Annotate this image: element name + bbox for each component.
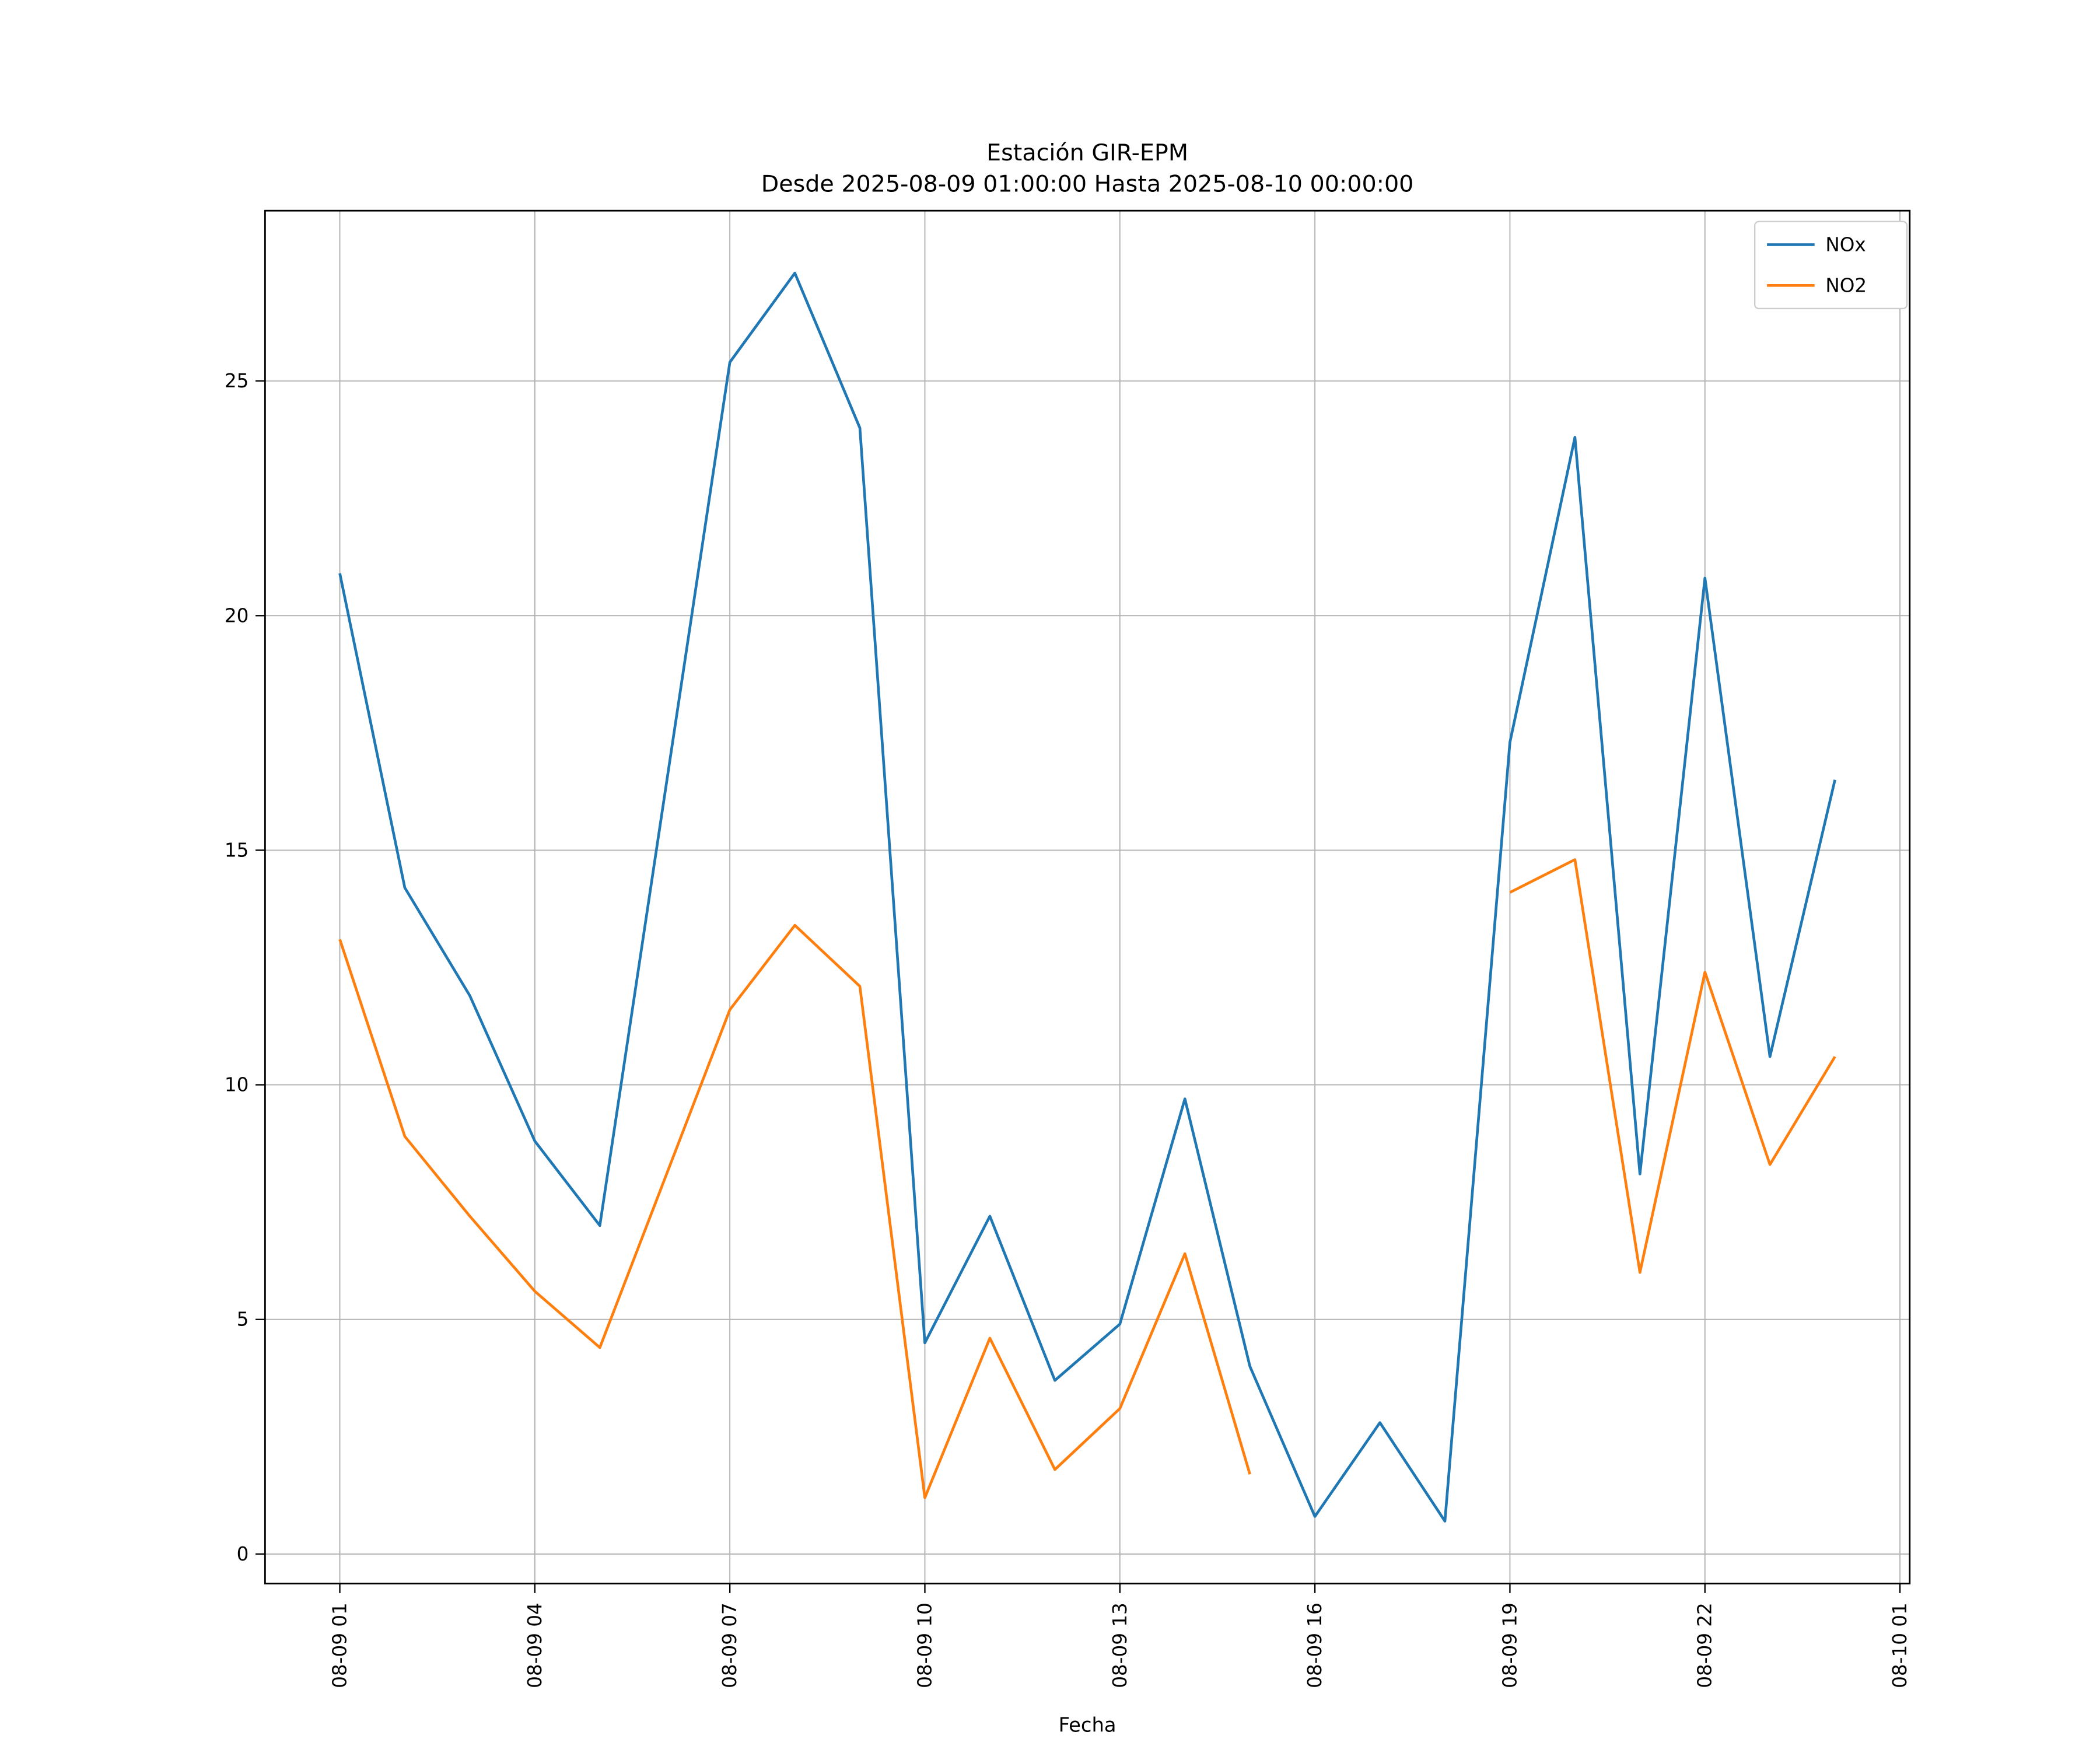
x-tick-label: 08-09 04 [524,1602,546,1688]
series-line-no2 [338,858,1836,1499]
y-tick-label: 10 [225,1074,249,1096]
y-tick-label: 15 [225,839,249,861]
x-tick-label: 08-09 13 [1109,1602,1131,1688]
chart-title-line2: Desde 2025-08-09 01:00:00 Hasta 2025-08-… [761,171,1414,198]
legend-label-no2: NO2 [1825,274,1867,296]
y-tick-label: 25 [225,370,249,392]
plot-frame [264,209,1911,1584]
gridlines [265,211,1910,1584]
x-axis-ticks: 08-09 01 08-09 04 08-09 07 08-09 10 08-09 13… [329,1583,1911,1688]
legend: NOx NO2 [1754,221,1908,310]
series-line-nox [338,271,1836,1523]
x-axis-label: Fecha [1059,1714,1116,1737]
x-tick-label: 08-09 07 [719,1602,741,1688]
y-tick-label: 20 [225,604,249,627]
chart-title-line1: Estación GIR-EPM [986,139,1188,166]
x-tick-label: 08-10 01 [1889,1602,1911,1688]
y-tick-label: 5 [237,1308,249,1331]
x-tick-label: 08-09 16 [1304,1602,1326,1688]
y-axis-ticks: 0 5 10 15 20 25 [225,370,265,1565]
x-tick-label: 08-09 19 [1499,1602,1521,1688]
x-tick-label: 08-09 01 [329,1602,351,1688]
x-tick-label: 08-09 22 [1694,1602,1716,1688]
y-tick-label: 0 [237,1543,249,1565]
plot-area: 08-09 01 08-09 04 08-09 07 08-09 10 08-09 13… [225,209,1911,1688]
x-tick-label: 08-09 10 [914,1602,936,1688]
legend-label-nox: NOx [1825,233,1866,256]
